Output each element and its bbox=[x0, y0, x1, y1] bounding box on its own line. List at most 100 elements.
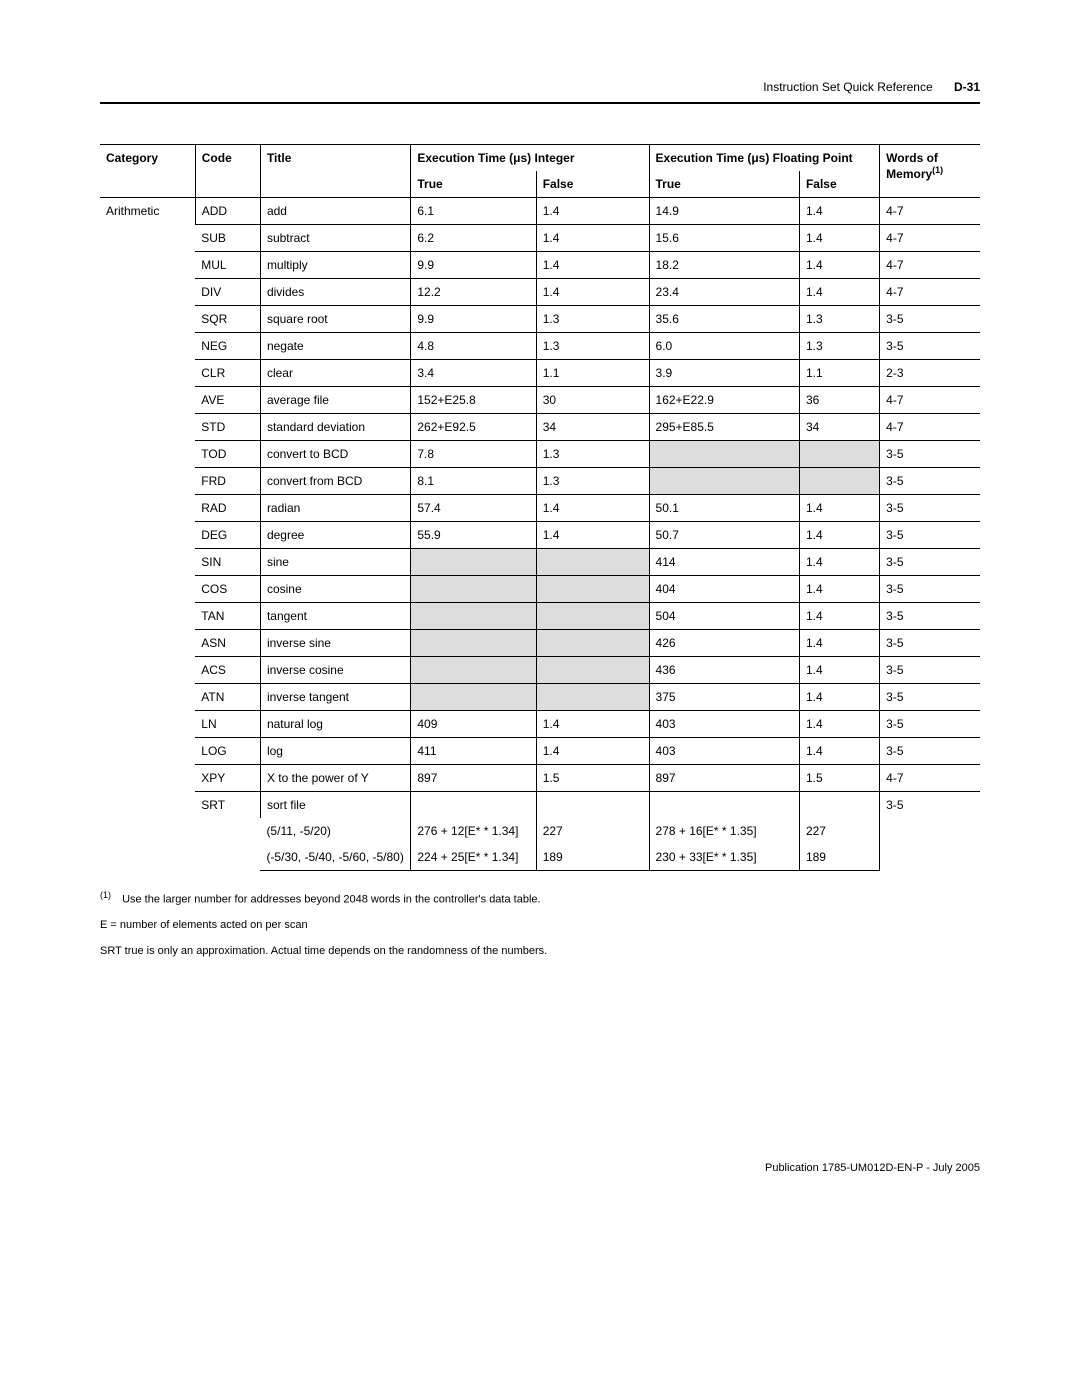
title-cell: square root bbox=[260, 306, 410, 333]
header-rule bbox=[100, 102, 980, 104]
title-cell: standard deviation bbox=[260, 414, 410, 441]
code-cell: MUL bbox=[195, 252, 260, 279]
int-false-cell: 30 bbox=[536, 387, 649, 414]
footnote-1-text: Use the larger number for addresses beyo… bbox=[122, 894, 541, 906]
fp-false-cell: 1.4 bbox=[799, 279, 879, 306]
title-cell: negate bbox=[260, 333, 410, 360]
int-false-cell: 1.4 bbox=[536, 522, 649, 549]
int-false-cell: 34 bbox=[536, 414, 649, 441]
int-false-cell bbox=[536, 657, 649, 684]
int-true-cell: 3.4 bbox=[411, 360, 536, 387]
table-row: SUBsubtract6.21.415.61.44-7 bbox=[100, 225, 980, 252]
fp-true-cell: 23.4 bbox=[649, 279, 799, 306]
title-cell: sine bbox=[260, 549, 410, 576]
memory-cell: 3-5 bbox=[880, 684, 980, 711]
int-true-cell: 262+E92.5 bbox=[411, 414, 536, 441]
col-category: Category bbox=[100, 145, 195, 198]
fp-true-cell: 404 bbox=[649, 576, 799, 603]
memory-cell: 3-5 bbox=[880, 468, 980, 495]
col-exec-fp: Execution Time (μs) Floating Point bbox=[649, 145, 880, 172]
table-row: NEGnegate4.81.36.01.33-5 bbox=[100, 333, 980, 360]
table-row: SRTsort file3-5 bbox=[100, 792, 980, 819]
memory-cell: 3-5 bbox=[880, 333, 980, 360]
code-cell: ACS bbox=[195, 657, 260, 684]
code-cell: RAD bbox=[195, 495, 260, 522]
fp-true-cell: 504 bbox=[649, 603, 799, 630]
int-false-cell: 1.3 bbox=[536, 468, 649, 495]
fp-true-cell: 162+E22.9 bbox=[649, 387, 799, 414]
fp-true-cell: 403 bbox=[649, 738, 799, 765]
code-cell: FRD bbox=[195, 468, 260, 495]
col-exec-int: Execution Time (μs) Integer bbox=[411, 145, 649, 172]
int-false-cell: 1.4 bbox=[536, 279, 649, 306]
int-true-cell bbox=[411, 603, 536, 630]
int-false-cell: 1.5 bbox=[536, 765, 649, 792]
fp-false-cell: 1.3 bbox=[799, 306, 879, 333]
fp-true-cell: 50.1 bbox=[649, 495, 799, 522]
int-false-cell bbox=[536, 630, 649, 657]
footnote-3: SRT true is only an approximation. Actua… bbox=[100, 942, 980, 962]
int-true-cell: 411 bbox=[411, 738, 536, 765]
title-cell: multiply bbox=[260, 252, 410, 279]
footnote-1: (1) Use the larger number for addresses … bbox=[100, 887, 980, 910]
int-false-cell: 1.3 bbox=[536, 306, 649, 333]
int-false-cell: 1.4 bbox=[536, 711, 649, 738]
fp-true-cell: 14.9 bbox=[649, 198, 799, 225]
int-true-cell: 9.9 bbox=[411, 252, 536, 279]
table-row: XPYX to the power of Y8971.58971.54-7 bbox=[100, 765, 980, 792]
title-cell: X to the power of Y bbox=[260, 765, 410, 792]
table-body: ArithmeticADDadd6.11.414.91.44-7SUBsubtr… bbox=[100, 198, 980, 871]
table-row: ASNinverse sine4261.43-5 bbox=[100, 630, 980, 657]
title-cell: subtract bbox=[260, 225, 410, 252]
fp-true-cell bbox=[649, 792, 799, 819]
memory-cell: 3-5 bbox=[880, 792, 980, 871]
fp-true-cell: 403 bbox=[649, 711, 799, 738]
table-row: SQRsquare root9.91.335.61.33-5 bbox=[100, 306, 980, 333]
int-true-cell: 55.9 bbox=[411, 522, 536, 549]
code-cell: COS bbox=[195, 576, 260, 603]
fp-false-cell: 1.4 bbox=[799, 495, 879, 522]
int-false-cell bbox=[536, 576, 649, 603]
table-row: ATNinverse tangent3751.43-5 bbox=[100, 684, 980, 711]
fp-false-cell: 1.4 bbox=[799, 522, 879, 549]
code-cell: NEG bbox=[195, 333, 260, 360]
code-cell: ADD bbox=[195, 198, 260, 225]
int-true-cell: 152+E25.8 bbox=[411, 387, 536, 414]
col-memory-sup: (1) bbox=[932, 165, 943, 175]
int-false-cell bbox=[536, 549, 649, 576]
title-cell: clear bbox=[260, 360, 410, 387]
int-true-cell: 9.9 bbox=[411, 306, 536, 333]
fp-false-cell: 1.4 bbox=[799, 630, 879, 657]
int-false-cell: 1.4 bbox=[536, 738, 649, 765]
header-title: Instruction Set Quick Reference bbox=[763, 80, 932, 94]
int-true-cell: 6.1 bbox=[411, 198, 536, 225]
title-cell: tangent bbox=[260, 603, 410, 630]
table-row: CLRclear3.41.13.91.12-3 bbox=[100, 360, 980, 387]
fp-true-cell: 436 bbox=[649, 657, 799, 684]
int-true-cell: 8.1 bbox=[411, 468, 536, 495]
title-cell: convert to BCD bbox=[260, 441, 410, 468]
fp-false-cell: 34 bbox=[799, 414, 879, 441]
code-cell: TOD bbox=[195, 441, 260, 468]
fp-true-cell bbox=[649, 441, 799, 468]
table-row: ArithmeticADDadd6.11.414.91.44-7 bbox=[100, 198, 980, 225]
int-false-cell: 1.1 bbox=[536, 360, 649, 387]
title-cell: natural log bbox=[260, 711, 410, 738]
category-cell: Arithmetic bbox=[100, 198, 195, 871]
memory-cell: 4-7 bbox=[880, 225, 980, 252]
fp-false-cell: 1.5 bbox=[799, 765, 879, 792]
code-cell: SUB bbox=[195, 225, 260, 252]
fp-false-cell: 1.4 bbox=[799, 684, 879, 711]
int-true-cell bbox=[411, 576, 536, 603]
title-cell: divides bbox=[260, 279, 410, 306]
title-cell: sort file bbox=[260, 792, 410, 819]
title-cell: average file bbox=[260, 387, 410, 414]
footnotes: (1) Use the larger number for addresses … bbox=[100, 887, 980, 962]
memory-cell: 3-5 bbox=[880, 495, 980, 522]
fp-false-cell: 1.4 bbox=[799, 603, 879, 630]
code-cell: SRT bbox=[195, 792, 260, 871]
code-cell: DIV bbox=[195, 279, 260, 306]
fp-false-cell bbox=[799, 468, 879, 495]
int-false-cell bbox=[536, 792, 649, 819]
int-false-cell bbox=[536, 684, 649, 711]
